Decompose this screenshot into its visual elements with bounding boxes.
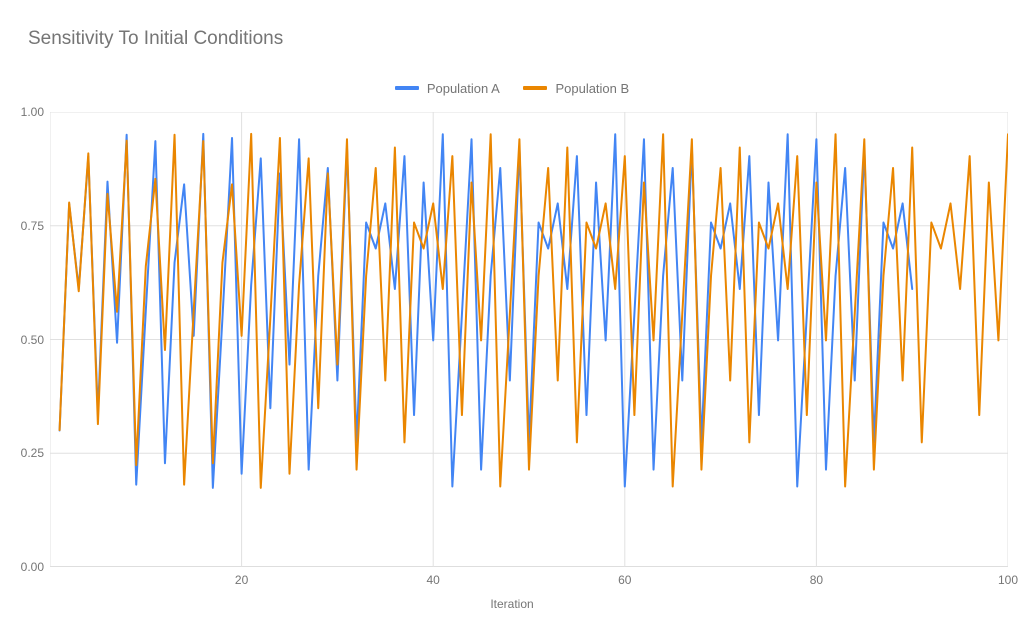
x-tick-label: 60 (618, 573, 631, 587)
legend-item-b: Population B (523, 81, 629, 96)
legend-label-b: Population B (555, 81, 629, 96)
y-tick-label: 1.00 (4, 105, 44, 119)
legend-item-a: Population A (395, 81, 500, 96)
chart-container: Sensitivity To Initial Conditions Popula… (0, 0, 1024, 634)
x-tick-label: 100 (998, 573, 1018, 587)
x-tick-label: 20 (235, 573, 248, 587)
y-tick-label: 0.75 (4, 219, 44, 233)
legend-swatch-a (395, 86, 419, 90)
y-tick-label: 0.25 (4, 446, 44, 460)
legend-swatch-b (523, 86, 547, 90)
chart-title: Sensitivity To Initial Conditions (28, 28, 283, 50)
plot-area (50, 112, 1008, 567)
plot-svg (50, 112, 1008, 567)
x-tick-label: 80 (810, 573, 823, 587)
y-tick-label: 0.50 (4, 333, 44, 347)
y-tick-label: 0.00 (4, 560, 44, 574)
legend-label-a: Population A (427, 81, 500, 96)
x-tick-label: 40 (427, 573, 440, 587)
x-axis-label: Iteration (0, 597, 1024, 611)
legend: Population A Population B (0, 78, 1024, 96)
